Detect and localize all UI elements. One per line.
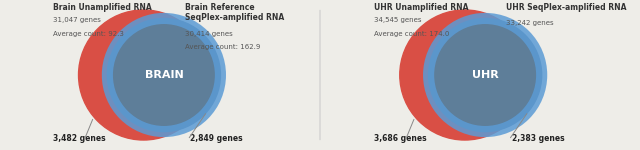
Text: Average count: 174.0: Average count: 174.0	[374, 31, 450, 37]
Text: 3,482 genes: 3,482 genes	[53, 134, 106, 143]
Text: 34,545 genes: 34,545 genes	[374, 17, 422, 23]
Text: 33,242 genes: 33,242 genes	[506, 20, 554, 26]
Text: 2,383 genes: 2,383 genes	[512, 134, 564, 143]
Circle shape	[429, 18, 541, 132]
Circle shape	[79, 10, 209, 140]
Text: 30,414 genes: 30,414 genes	[185, 31, 232, 37]
Text: Brain Unamplified RNA: Brain Unamplified RNA	[53, 3, 152, 12]
Text: Average count: 92.3: Average count: 92.3	[53, 31, 124, 37]
Text: UHR SeqPlex-amplified RNA: UHR SeqPlex-amplified RNA	[506, 3, 627, 12]
Text: 31,047 genes: 31,047 genes	[53, 17, 101, 23]
Text: Brain Reference
SeqPlex-amplified RNA: Brain Reference SeqPlex-amplified RNA	[185, 3, 284, 22]
Circle shape	[108, 18, 220, 132]
Text: 2,849 genes: 2,849 genes	[191, 134, 243, 143]
Text: Average count: 162.9: Average count: 162.9	[185, 44, 260, 50]
Circle shape	[400, 10, 530, 140]
Text: BRAIN: BRAIN	[145, 70, 183, 80]
Text: 3,686 genes: 3,686 genes	[374, 134, 427, 143]
Text: UHR: UHR	[472, 70, 499, 80]
Text: UHR Unamplified RNA: UHR Unamplified RNA	[374, 3, 469, 12]
